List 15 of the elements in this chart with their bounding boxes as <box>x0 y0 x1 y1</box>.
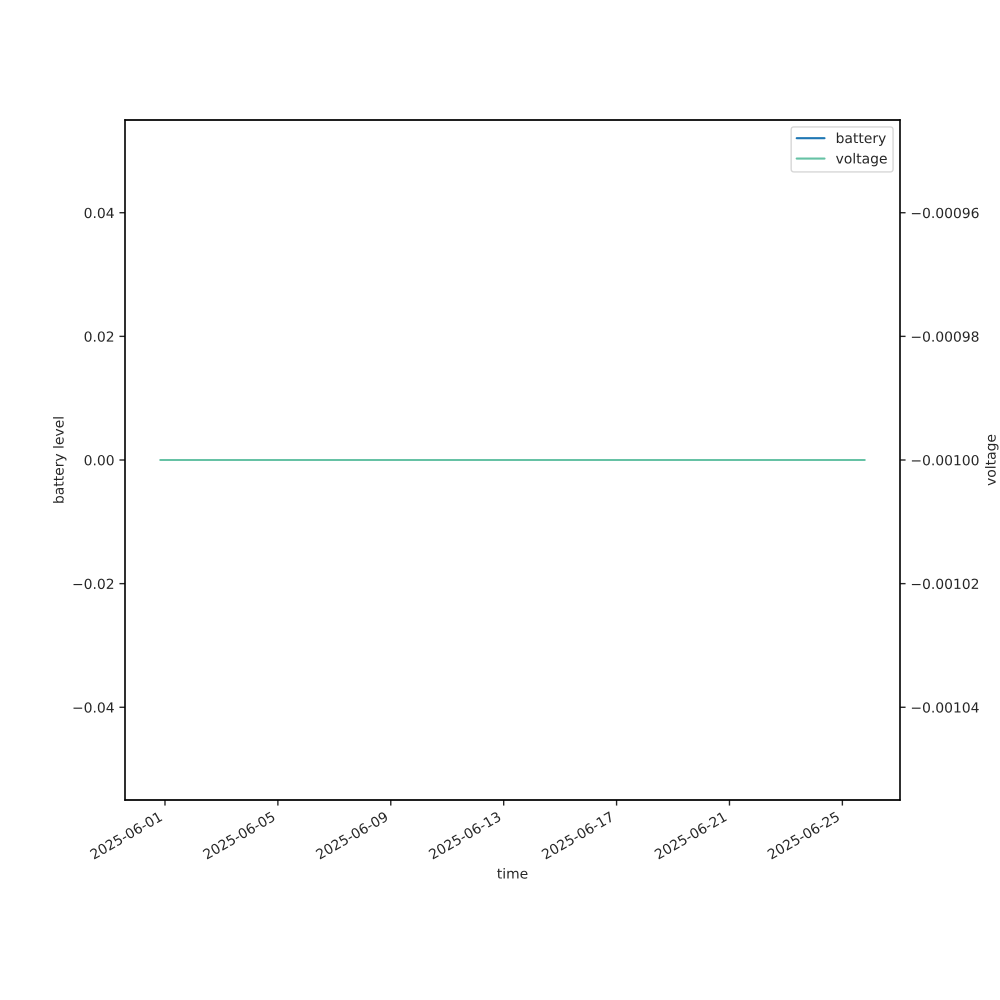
legend-label: battery <box>836 132 886 146</box>
x-axis-title: time <box>497 868 528 879</box>
y-axis-title: battery level <box>53 417 66 503</box>
y-tick-label: 0.04 <box>84 208 114 218</box>
y2-axis-title: voltage <box>985 434 998 486</box>
y2-tick-label: −0.00104 <box>912 702 979 713</box>
y-tick-label: −0.04 <box>73 702 114 713</box>
y-tick-label: 0.02 <box>84 331 114 342</box>
y-tick-label: −0.02 <box>73 578 114 590</box>
y2-tick-label: −0.00102 <box>912 578 978 590</box>
y2-tick-label: −0.00100 <box>912 454 979 466</box>
y2-tick-label: −0.00096 <box>912 208 979 218</box>
legend-label: voltage <box>836 152 887 166</box>
y-tick-label: 0.00 <box>84 454 114 466</box>
y2-tick-label: −0.00098 <box>912 331 979 342</box>
